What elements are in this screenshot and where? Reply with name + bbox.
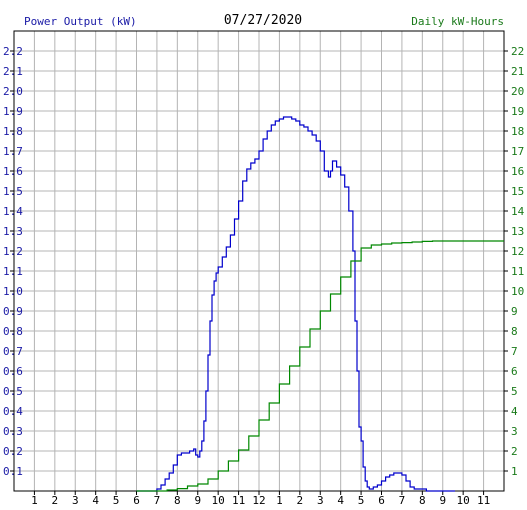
power-series-line — [136, 116, 455, 492]
x-tick-label: 9 — [194, 494, 201, 507]
right-axis-label: Daily kW-Hours — [411, 15, 504, 28]
x-tick-label: 11 — [477, 494, 490, 507]
x-tick-label: 12 — [252, 494, 265, 507]
left-tick-label: 1.8 — [3, 125, 23, 138]
left-tick-label: 0.6 — [3, 365, 23, 378]
left-tick-label: 0.3 — [3, 425, 23, 438]
left-tick-label: 1.9 — [3, 105, 23, 118]
right-tick-label: 7 — [511, 345, 518, 358]
right-tick-label: 5 — [511, 385, 518, 398]
left-axis: 0.1 0.2 0.3 0.4 0.5 0.6 0.7 0.8 0.9 1.0 1.1 1.2 1.3 1… — [3, 45, 23, 478]
left-axis-label: Power Output (kW) — [24, 15, 137, 28]
right-tick-label: 11 — [511, 265, 524, 278]
left-tick-label: 0.9 — [3, 305, 23, 318]
left-tick-label: 1.6 — [3, 165, 23, 178]
x-tick-label: 5 — [113, 494, 120, 507]
left-tick-label: 0.4 — [3, 405, 23, 418]
right-tick-label: 2 — [511, 445, 518, 458]
x-tick-label: 1 — [31, 494, 38, 507]
x-axis: 1 2 3 4 5 6 7 8 9 10 11 12 1 2 3 4 5 6 7 8 9 10 11 — [31, 491, 490, 507]
x-tick-label: 10 — [457, 494, 470, 507]
x-tick-label: 4 — [92, 494, 99, 507]
right-tick-label: 13 — [511, 225, 524, 238]
x-tick-label: 2 — [297, 494, 304, 507]
right-tick-label: 20 — [511, 85, 524, 98]
x-tick-label: 4 — [337, 494, 344, 507]
left-tick-label: 0.2 — [3, 445, 23, 458]
right-tick-label: 12 — [511, 245, 524, 258]
x-tick-label: 5 — [358, 494, 365, 507]
left-tick-label: 0.1 — [3, 465, 23, 478]
left-tick-label: 2.1 — [3, 65, 23, 78]
left-tick-label: 0.7 — [3, 345, 23, 358]
right-tick-label: 1 — [511, 465, 518, 478]
series-layer — [136, 116, 504, 492]
right-tick-label: 22 — [511, 45, 524, 58]
x-tick-label: 11 — [232, 494, 245, 507]
right-tick-label: 16 — [511, 165, 524, 178]
left-tick-label: 1.5 — [3, 185, 23, 198]
x-tick-label: 7 — [154, 494, 161, 507]
right-tick-label: 17 — [511, 145, 524, 158]
left-tick-label: 1.1 — [3, 265, 23, 278]
x-tick-label: 7 — [399, 494, 406, 507]
x-tick-label: 1 — [276, 494, 283, 507]
left-tick-label: 1.4 — [3, 205, 23, 218]
right-tick-label: 14 — [511, 205, 525, 218]
right-tick-label: 18 — [511, 125, 524, 138]
right-tick-label: 10 — [511, 285, 524, 298]
x-tick-label: 2 — [52, 494, 59, 507]
right-tick-label: 3 — [511, 425, 518, 438]
right-tick-label: 9 — [511, 305, 518, 318]
left-tick-label: 1.7 — [3, 145, 23, 158]
left-tick-label: 0.5 — [3, 385, 23, 398]
x-tick-label: 8 — [419, 494, 426, 507]
x-tick-label: 8 — [174, 494, 181, 507]
right-tick-label: 8 — [511, 325, 518, 338]
right-tick-label: 21 — [511, 65, 524, 78]
left-tick-label: 1.2 — [3, 245, 23, 258]
right-tick-label: 15 — [511, 185, 524, 198]
x-tick-label: 10 — [212, 494, 225, 507]
x-tick-label: 3 — [317, 494, 324, 507]
energy-series-line — [136, 240, 504, 492]
left-tick-label: 1.0 — [3, 285, 23, 298]
chart-title: 07/27/2020 — [224, 13, 302, 28]
x-tick-label: 3 — [72, 494, 79, 507]
left-tick-label: 0.8 — [3, 325, 23, 338]
grid — [14, 31, 504, 491]
left-tick-label: 2.2 — [3, 45, 23, 58]
left-tick-label: 1.3 — [3, 225, 23, 238]
x-tick-label: 6 — [133, 494, 140, 507]
right-tick-label: 4 — [511, 405, 518, 418]
x-tick-label: 9 — [439, 494, 446, 507]
right-tick-label: 6 — [511, 365, 518, 378]
x-tick-label: 6 — [378, 494, 385, 507]
right-tick-label: 19 — [511, 105, 524, 118]
left-tick-label: 2.0 — [3, 85, 23, 98]
